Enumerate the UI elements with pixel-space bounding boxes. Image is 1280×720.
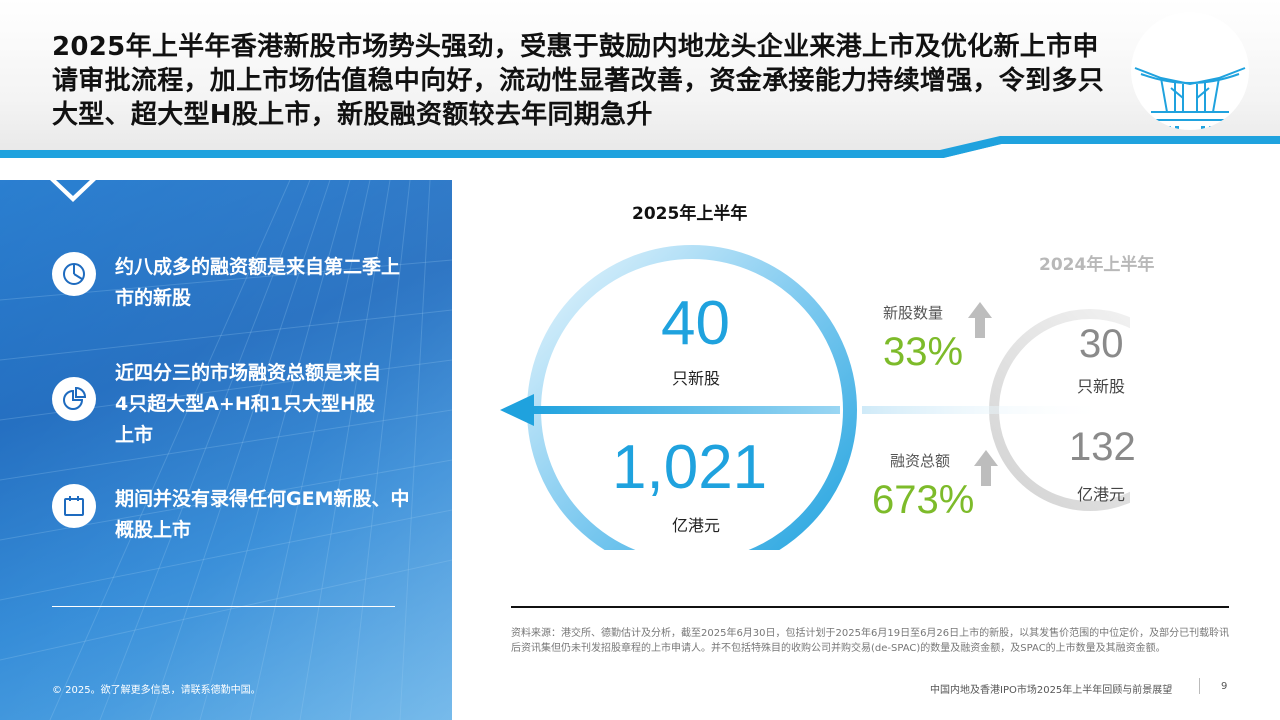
page-title: 2025年上半年香港新股市场势头强劲，受惠于鼓励内地龙头企业来港上市及优化新上市… (52, 32, 1105, 130)
calendar-icon (52, 484, 96, 528)
ipo-count-2025: 40 (661, 289, 730, 358)
bullet-text: 期间并没有录得任何GEM新股、中概股上市 (115, 488, 410, 541)
building-logo (1131, 12, 1249, 130)
bullet-text: 约八成多的融资额是来自第二季上市的新股 (115, 256, 401, 309)
bullet-text: 近四分三的市场融资总额是来自4只超大型A+H和1只大型H股上市 (115, 362, 382, 446)
pie-chart-slice-icon (52, 377, 96, 421)
arrow-left-icon (530, 406, 840, 414)
growth-amount-label: 融资总额 (890, 452, 951, 470)
ipo-amount-unit-2024: 亿港元 (1077, 485, 1126, 504)
building-icon (1134, 67, 1246, 130)
ipo-amount-2024: 132 (1069, 425, 1136, 469)
source-divider (511, 606, 1229, 608)
bullet-item-2: 近四分三的市场融资总额是来自4只超大型A+H和1只大型H股上市 (52, 358, 385, 451)
arrow-up-icon (968, 302, 998, 486)
ipo-count-unit-2025: 只新股 (672, 369, 721, 388)
header-accent-stripe (0, 136, 1280, 180)
growth-count-label: 新股数量 (883, 304, 944, 322)
period-label-2025: 2025年上半年 (632, 204, 748, 224)
bullet-item-1: 约八成多的融资额是来自第二季上市的新股 (52, 252, 405, 314)
ipo-count-2024: 30 (1079, 322, 1124, 366)
comparison-graphic (500, 245, 1130, 550)
footer-separator (1199, 678, 1200, 694)
divider (52, 606, 395, 607)
bullet-item-3: 期间并没有录得任何GEM新股、中概股上市 (52, 484, 415, 546)
ipo-amount-unit-2025: 亿港元 (672, 516, 721, 535)
copyright: © 2025。欲了解更多信息，请联系德勤中国。 (52, 685, 261, 696)
page-number: 9 (1221, 681, 1228, 692)
growth-amount-pct: 673% (872, 478, 975, 522)
ipo-count-unit-2024: 只新股 (1077, 377, 1126, 396)
growth-count-pct: 33% (883, 330, 964, 374)
period-label-2024: 2024年上半年 (1039, 255, 1155, 275)
pie-chart-icon (52, 252, 96, 296)
footer-title: 中国内地及香港IPO市场2025年上半年回顾与前景展望 (930, 685, 1173, 696)
ipo-amount-2025: 1,021 (612, 433, 768, 502)
source-note: 资料来源：港交所、德勤估计及分析，截至2025年6月30日，包括计划于2025年… (511, 628, 1230, 654)
